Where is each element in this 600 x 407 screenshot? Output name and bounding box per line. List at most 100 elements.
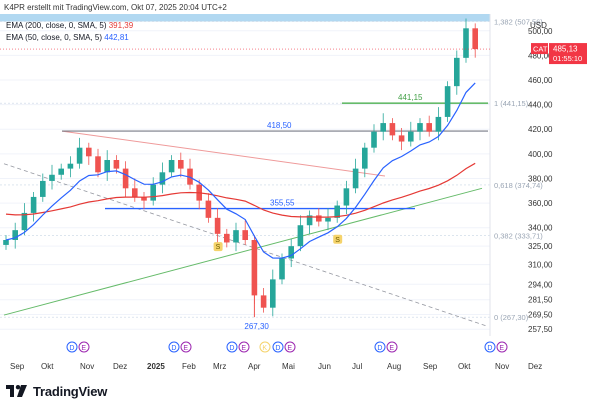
candle [325, 208, 331, 231]
last-price-box [549, 43, 587, 65]
candle-body [463, 28, 469, 58]
level-label-418: 418,50 [267, 121, 292, 130]
candle [30, 192, 37, 222]
event-marker [226, 341, 238, 353]
price-axis-tick: 294,00 [528, 280, 553, 289]
time-axis-label: Okt [458, 362, 471, 371]
support-marker [333, 234, 343, 244]
candle-body [325, 217, 331, 222]
price-axis-tick: 420,00 [528, 125, 553, 134]
candle-body [233, 230, 239, 243]
candle [362, 142, 368, 178]
candle [371, 124, 377, 153]
indicator-legend-value: 391,39 [109, 21, 134, 30]
event-marker-label: D [275, 345, 280, 352]
candle [12, 222, 18, 249]
price-axis-tick: 480,00 [528, 51, 553, 60]
candle [214, 208, 221, 243]
candle-body [306, 215, 313, 226]
candle-body [279, 258, 285, 280]
tradingview-logo-icon [6, 385, 27, 397]
support-marker [213, 242, 223, 252]
candle-body [389, 123, 396, 136]
event-marker-label: D [69, 345, 74, 352]
candle-body [242, 230, 248, 240]
candle-body [178, 160, 184, 169]
candle-body [417, 123, 423, 132]
candle-body [214, 217, 221, 234]
candle [435, 107, 442, 141]
fib-band [0, 14, 490, 22]
candle-body [260, 295, 267, 308]
candle-body [132, 188, 138, 197]
candle [40, 173, 46, 202]
candle-body [408, 131, 414, 142]
price-axis-tick: 380,00 [528, 174, 553, 183]
event-marker [374, 341, 386, 353]
candle-body [122, 168, 129, 189]
candle-body [150, 184, 156, 201]
time-axis-label: Mai [282, 362, 295, 371]
green-trend-line [3, 187, 483, 316]
price-axis-tick: 325,00 [528, 242, 553, 251]
event-marker-label: E [287, 345, 292, 352]
footer-brand: TradingView [33, 383, 108, 399]
price-axis-tick: 400,00 [528, 150, 553, 159]
price-axis-tick: 360,00 [528, 199, 553, 208]
time-axis-label: 2025 [147, 362, 165, 371]
indicator-legend: EMA (50, close, 0, SMA, 5) 442,81 [6, 33, 129, 42]
level-label-441: 441,15 [398, 93, 423, 102]
candle-body [95, 156, 101, 173]
event-marker-label: K [262, 345, 267, 352]
fib-level-label: 1,382 (507,56) [494, 17, 543, 26]
time-axis-label: Sep [10, 362, 25, 371]
candle-body [334, 205, 340, 218]
candle [233, 222, 239, 252]
event-marker-label: D [487, 345, 492, 352]
level-label-355: 355,55 [270, 199, 295, 208]
candle-body [113, 160, 120, 169]
candle [168, 155, 175, 178]
price-axis-tick: 500,00 [528, 27, 553, 36]
candle-body [380, 123, 386, 132]
event-marker-label: E [81, 345, 86, 352]
candle-body [371, 131, 377, 148]
last-price-symbol-box [531, 43, 548, 55]
candle [380, 113, 386, 141]
candle-body [288, 246, 294, 259]
candle [444, 81, 451, 122]
indicator-legend: EMA (200, close, 0, SMA, 5) 391,39 [6, 21, 134, 30]
time-axis-label: Nov [80, 362, 94, 371]
candle-body [251, 240, 258, 296]
candle-body [86, 147, 92, 157]
indicator-legend-value: 442,81 [104, 33, 129, 42]
candle-body [21, 212, 28, 231]
time-axis-label: Mrz [213, 362, 226, 371]
event-marker [66, 341, 78, 353]
candle-body [3, 240, 9, 245]
candle [334, 200, 340, 223]
candle [343, 180, 350, 215]
candle [67, 156, 74, 178]
price-axis-tick: 440,00 [528, 101, 553, 110]
chart-attribution: K4PR erstellt mit TradingView.com, Okt 0… [4, 3, 227, 12]
candle [224, 228, 230, 248]
candle [270, 269, 276, 317]
candle [141, 192, 147, 210]
price-axis-tick: 269,50 [528, 310, 553, 319]
price-axis-tick: 310,00 [528, 261, 553, 270]
event-marker-label: E [389, 345, 394, 352]
candle [76, 137, 83, 169]
candle-body [40, 180, 46, 197]
candle-body [49, 174, 55, 181]
event-marker [168, 341, 180, 353]
price-axis-currency: USD [530, 21, 547, 30]
candle-body [12, 230, 18, 240]
event-marker-label: E [183, 345, 188, 352]
price-chart[interactable]: 1,382 (507,56) 1 (441,15) 0,618 (374,74) 0,… [0, 14, 600, 376]
candle-body [398, 135, 405, 142]
candle-body [30, 196, 37, 213]
time-axis-label: Jul [352, 362, 362, 371]
candle [260, 288, 267, 313]
candle [398, 128, 405, 151]
